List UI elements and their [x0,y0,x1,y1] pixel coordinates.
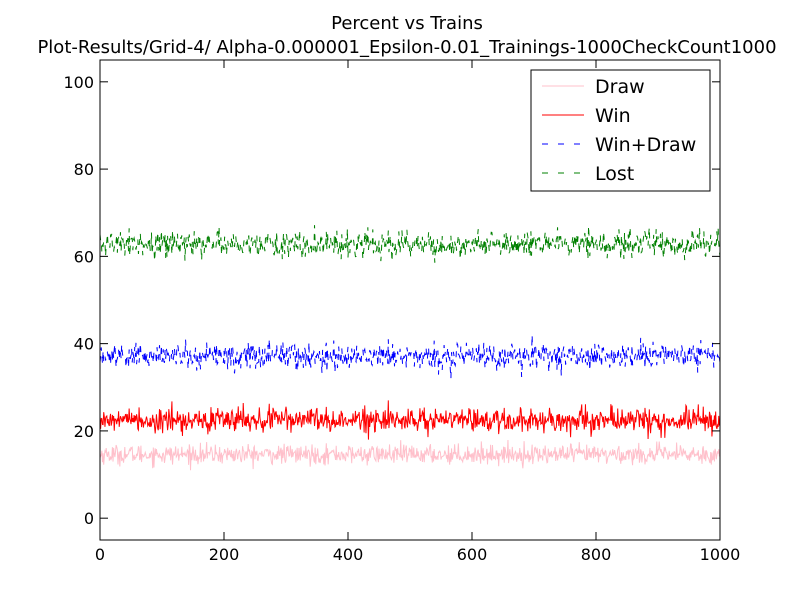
y-tick-label: 60 [74,247,94,266]
y-tick-label: 40 [74,335,94,354]
legend-label: Win+Draw [595,134,696,156]
chart-subtitle: Plot-Results/Grid-4/ Alpha-0.000001_Epsi… [37,37,776,58]
y-tick-label: 100 [63,73,94,92]
legend-label: Lost [595,163,634,185]
chart-title: Percent vs Trains [331,13,483,34]
axes-layer: 0 200 400 600 800 1000 0 20 40 60 80 100 [63,60,740,564]
legend: Draw Win Win+Draw Lost [530,69,711,192]
series-layer [99,225,721,471]
legend-box [530,69,711,192]
legend-label: Draw [595,76,645,98]
series-line-win-draw [99,334,721,379]
series-line-win [99,400,721,440]
y-tick-label: 80 [74,160,94,179]
x-tick-label: 200 [209,545,240,564]
y-tick-label: 20 [74,422,94,441]
plot-frame [99,59,721,541]
legend-label: Win [595,105,631,127]
x-tick-label: 400 [333,545,364,564]
series-line-lost [99,225,721,263]
series-line-draw [99,440,721,471]
y-tick-label: 0 [84,509,94,528]
x-tick-label: 0 [95,545,105,564]
x-tick-label: 600 [457,545,488,564]
x-tick-label: 800 [581,545,612,564]
x-tick-label: 1000 [700,545,741,564]
